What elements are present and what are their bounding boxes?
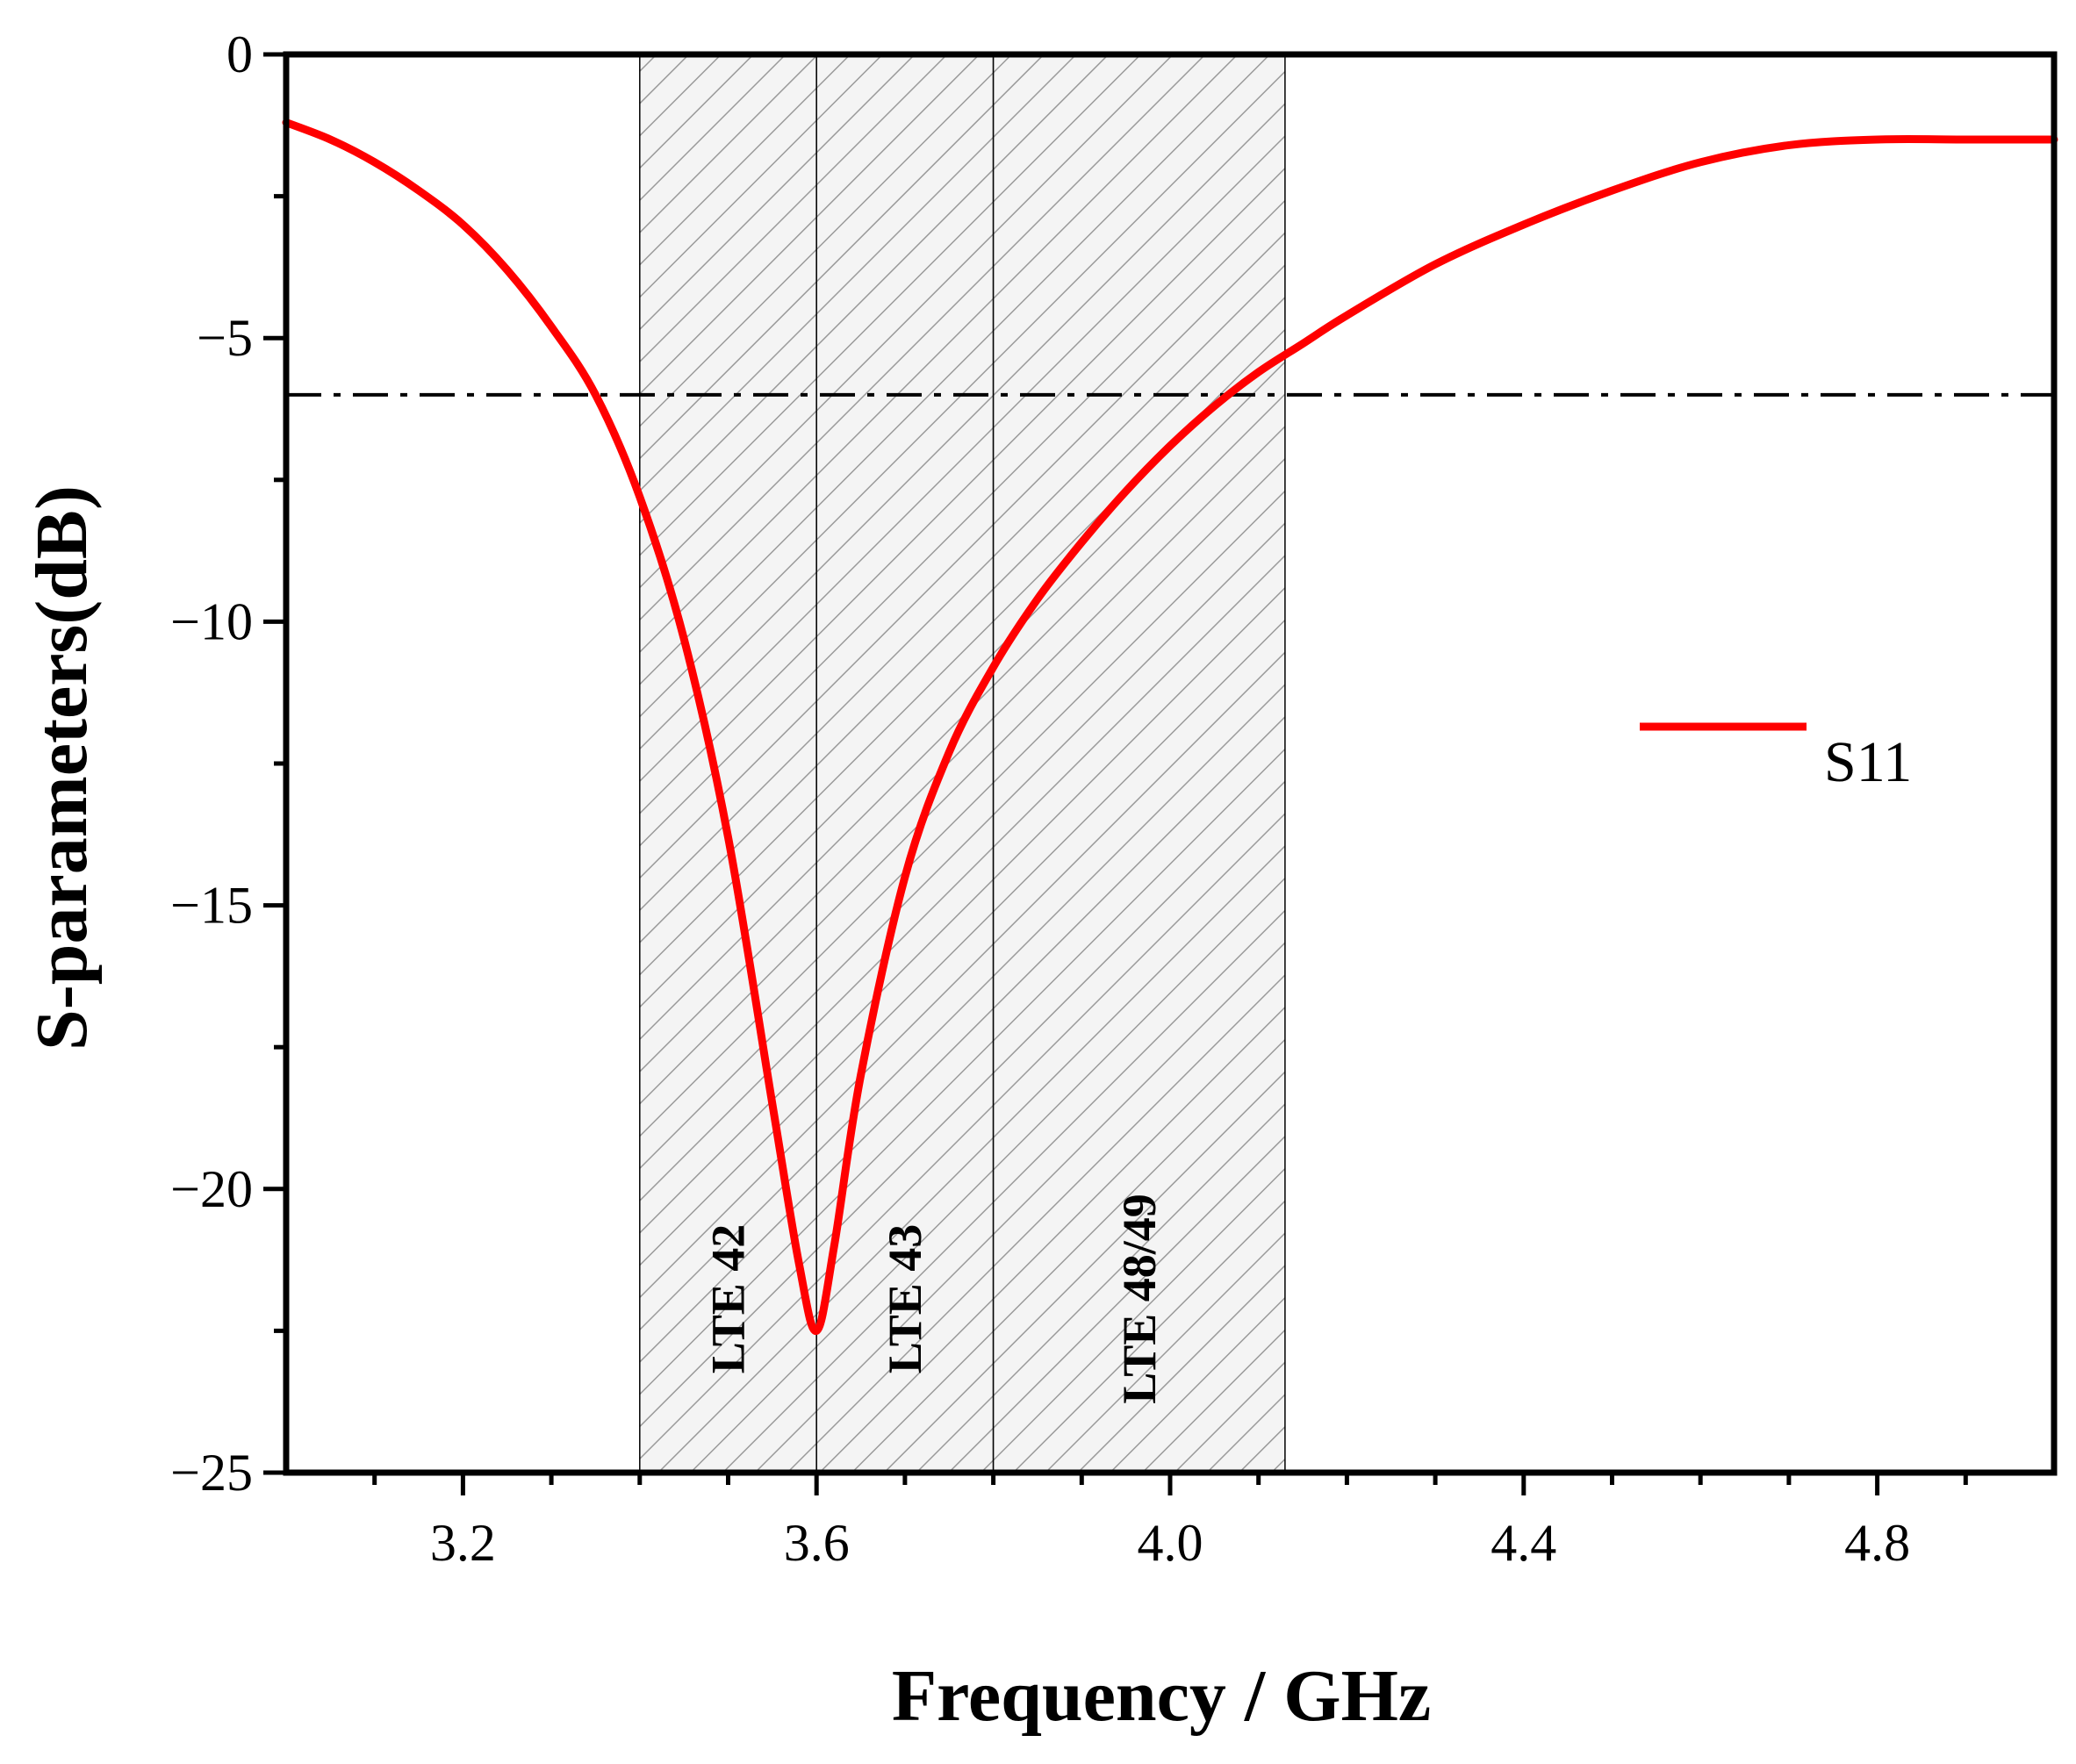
band-labels-layer: LTE 42 LTE 43 LTE 48/49 [702, 1194, 1166, 1404]
x-tick-label: 3.6 [784, 1514, 850, 1572]
legend: S11 [1640, 722, 1912, 794]
series-layer [282, 118, 2058, 1335]
band-label-2: LTE 43 [879, 1224, 931, 1374]
band-label-1: LTE 42 [702, 1224, 755, 1374]
y-tick-label: −20 [170, 1160, 253, 1218]
band-2 [815, 54, 995, 1474]
ticks-layer: 3.2 3.6 4.0 4.4 4.8 0 −5 −10 −15 −20 −25 [170, 25, 1968, 1572]
band-label-3: LTE 48/49 [1113, 1194, 1166, 1404]
y-tick-label: −10 [170, 592, 253, 650]
series-line-s11 [282, 118, 2058, 1335]
band-1 [639, 54, 817, 1474]
x-tick-label: 3.2 [430, 1514, 496, 1572]
x-axis-title: Frequency / GHz [892, 1655, 1431, 1737]
y-tick-label: −15 [170, 877, 253, 935]
y-axis-title: S-parameters(dB) [21, 485, 103, 1051]
y-tick-label: 0 [226, 25, 253, 83]
y-tick-label: −5 [197, 309, 253, 367]
x-tick-label: 4.4 [1491, 1514, 1556, 1572]
legend-label-s11: S11 [1824, 730, 1912, 794]
x-tick-label: 4.8 [1844, 1514, 1910, 1572]
y-tick-label: −25 [170, 1444, 253, 1502]
x-tick-label: 4.0 [1138, 1514, 1203, 1572]
